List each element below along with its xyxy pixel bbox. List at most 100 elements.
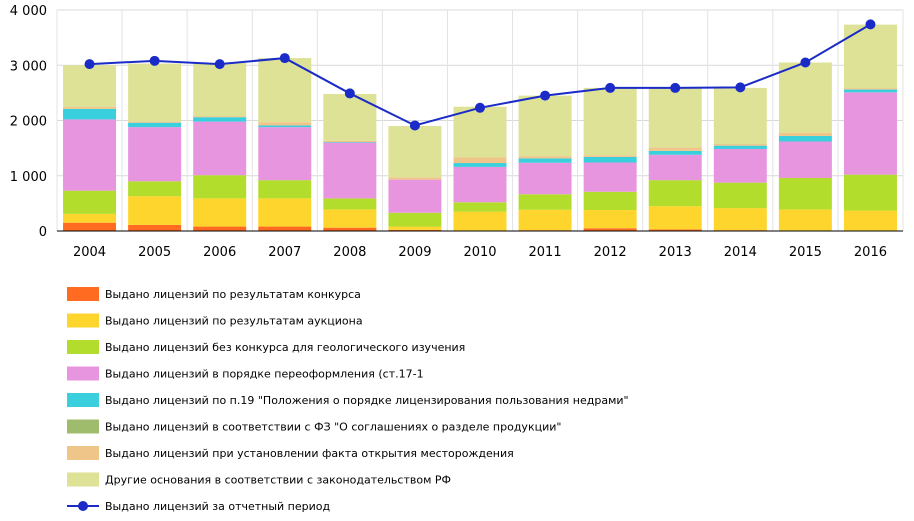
legend-swatch-2 (67, 313, 99, 328)
total-line-point (344, 88, 355, 99)
bar-segment-4 (778, 141, 832, 178)
bar-segment-8 (128, 63, 182, 122)
bar-segment-4 (713, 148, 767, 183)
bar-segment-5 (843, 89, 897, 93)
bar-segment-5 (193, 117, 247, 122)
bar-segment-5 (583, 156, 637, 163)
bar-segment-3 (648, 180, 702, 207)
total-line-point (279, 53, 290, 64)
x-tick-label: 2008 (333, 245, 366, 260)
y-tick-label: 2 000 (10, 115, 47, 130)
bar-segment-5 (63, 108, 117, 120)
legend-swatch-4 (67, 366, 99, 381)
bar-segment-8 (388, 126, 442, 178)
bar-segment-2 (713, 208, 767, 231)
x-tick-label: 2007 (268, 245, 301, 260)
bar-segment-3 (193, 175, 247, 199)
bar-segment-8 (583, 87, 637, 156)
bar-segment-3 (778, 177, 832, 210)
total-line-point (605, 82, 616, 93)
bar-segment-2 (583, 210, 637, 229)
bar-segment-8 (648, 87, 702, 148)
bar-segment-8 (713, 87, 767, 144)
x-tick-label: 2006 (203, 245, 236, 260)
bar-segment-7 (453, 157, 507, 164)
bar-segment-7 (323, 140, 377, 143)
bar-segment-7 (713, 143, 767, 146)
bar-segment-5 (518, 158, 572, 163)
bar-segment-7 (258, 122, 312, 126)
bar-segment-2 (63, 213, 117, 223)
bar-segment-8 (453, 106, 507, 158)
legend-label-1: Выдано лицензий по результатам конкурса (105, 288, 361, 301)
bar-segment-3 (128, 181, 182, 197)
bar-segment-5 (648, 150, 702, 155)
bar-segment-1 (63, 222, 117, 231)
legend-swatch-3 (67, 340, 99, 354)
bar-segment-5 (778, 135, 832, 142)
x-tick-label: 2016 (854, 245, 887, 260)
bar-segment-4 (323, 142, 377, 199)
x-tick-label: 2014 (724, 245, 757, 260)
bar-segment-1 (193, 226, 247, 231)
bar-segment-8 (323, 93, 377, 141)
bar-segment-1 (648, 229, 702, 231)
legend-label-3: Выдано лицензий без конкурса для геологи… (105, 341, 465, 354)
x-tick-label: 2009 (398, 245, 431, 260)
x-tick-label: 2011 (529, 245, 562, 260)
bar-segment-3 (258, 180, 312, 199)
x-tick-label: 2012 (594, 245, 627, 260)
bar-segment-3 (583, 191, 637, 211)
bar-segment-7 (583, 155, 637, 157)
bar-segment-1 (258, 226, 312, 231)
legend-label-2: Выдано лицензий по результатам аукциона (105, 315, 363, 328)
y-tick-label: 1 000 (10, 170, 47, 185)
legend-label-7: Выдано лицензий при установлении факта о… (105, 447, 514, 460)
bar-segment-4 (648, 154, 702, 181)
bar-segment-7 (843, 88, 897, 90)
total-line-point (540, 90, 551, 101)
bar-segment-8 (63, 65, 117, 107)
bar-segment-2 (388, 226, 442, 230)
total-line-point (800, 57, 811, 68)
total-line-point (475, 102, 485, 113)
bar-segment-2 (843, 210, 897, 231)
bar-segment-5 (258, 125, 312, 128)
x-tick-label: 2010 (463, 245, 496, 260)
total-line-point (214, 59, 225, 70)
legend-label-6: Выдано лицензий в соответствии с ФЗ "О с… (105, 421, 561, 434)
total-line-point (149, 55, 160, 66)
y-tick-label: 0 (39, 225, 47, 240)
bar-segment-4 (453, 166, 507, 203)
bar-segment-5 (128, 122, 182, 128)
bar-segment-7 (63, 106, 117, 109)
legend-label-8: Другие основания в соответствии с законо… (105, 474, 451, 487)
bar-segment-3 (388, 212, 442, 227)
bar-segment-4 (843, 92, 897, 175)
legend-label-5: Выдано лицензий по п.19 "Положения о пор… (105, 394, 629, 407)
total-line-point (735, 82, 746, 93)
legend-swatch-7 (67, 446, 99, 460)
total-line-point (409, 120, 420, 131)
bar-segment-1 (583, 228, 637, 231)
bar-segment-4 (63, 119, 117, 191)
bar-segment-1 (323, 227, 377, 231)
bar-segment-8 (193, 63, 247, 117)
legend-swatch-8 (67, 472, 99, 487)
bar-segment-3 (63, 190, 117, 214)
bar-segment-4 (193, 121, 247, 176)
bar-segment-2 (193, 198, 247, 227)
legend-label-line: Выдано лицензий за отчетный период (105, 500, 331, 513)
total-line-point (670, 82, 681, 93)
bar-segment-4 (518, 162, 572, 195)
x-tick-label: 2015 (789, 245, 822, 260)
bar-segment-2 (323, 209, 377, 228)
legend-swatch-6 (67, 419, 99, 434)
total-line-point (865, 19, 876, 30)
x-tick-label: 2005 (138, 245, 171, 260)
bar-segment-2 (648, 206, 702, 230)
legend-swatch-5 (67, 393, 99, 407)
total-line-point (84, 59, 95, 70)
bar-segment-4 (258, 127, 312, 181)
